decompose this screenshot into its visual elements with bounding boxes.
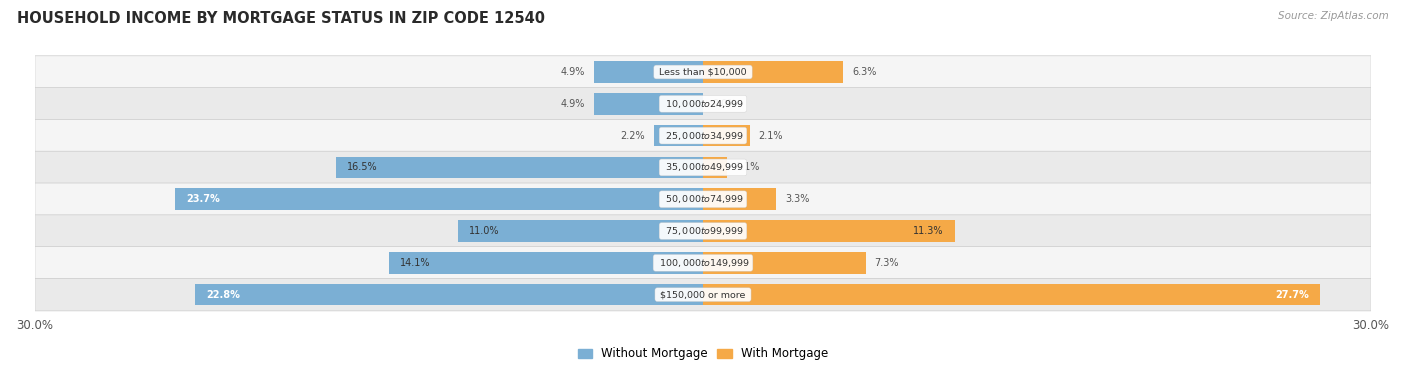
- Bar: [703, 61, 844, 83]
- Bar: [703, 220, 955, 242]
- Bar: [703, 125, 749, 146]
- Text: 11.3%: 11.3%: [912, 226, 943, 236]
- Bar: [593, 61, 703, 83]
- Bar: [593, 93, 703, 115]
- Bar: [703, 188, 776, 210]
- Bar: [703, 284, 1320, 305]
- Text: 11.0%: 11.0%: [470, 226, 499, 236]
- FancyBboxPatch shape: [35, 215, 1371, 247]
- FancyBboxPatch shape: [35, 119, 1371, 152]
- Text: 23.7%: 23.7%: [187, 194, 221, 204]
- Text: 7.3%: 7.3%: [875, 258, 898, 268]
- Bar: [389, 252, 703, 274]
- Bar: [176, 188, 703, 210]
- FancyBboxPatch shape: [35, 279, 1371, 311]
- Text: 1.1%: 1.1%: [737, 163, 761, 172]
- Text: $10,000 to $24,999: $10,000 to $24,999: [662, 98, 744, 110]
- FancyBboxPatch shape: [35, 56, 1371, 88]
- Text: $150,000 or more: $150,000 or more: [658, 290, 748, 299]
- Text: $50,000 to $74,999: $50,000 to $74,999: [662, 193, 744, 205]
- Bar: [336, 156, 703, 178]
- FancyBboxPatch shape: [35, 151, 1371, 184]
- Text: 2.2%: 2.2%: [620, 131, 645, 141]
- FancyBboxPatch shape: [35, 183, 1371, 215]
- Text: 6.3%: 6.3%: [852, 67, 876, 77]
- FancyBboxPatch shape: [35, 88, 1371, 120]
- Text: $35,000 to $49,999: $35,000 to $49,999: [662, 161, 744, 174]
- Text: 0.0%: 0.0%: [711, 99, 737, 109]
- Text: 4.9%: 4.9%: [561, 99, 585, 109]
- Bar: [654, 125, 703, 146]
- Bar: [195, 284, 703, 305]
- FancyBboxPatch shape: [35, 246, 1371, 279]
- Text: 27.7%: 27.7%: [1275, 290, 1309, 300]
- Text: 14.1%: 14.1%: [401, 258, 430, 268]
- Text: $25,000 to $34,999: $25,000 to $34,999: [662, 130, 744, 142]
- Text: 16.5%: 16.5%: [347, 163, 377, 172]
- Text: 22.8%: 22.8%: [207, 290, 240, 300]
- Text: $100,000 to $149,999: $100,000 to $149,999: [655, 257, 751, 269]
- Bar: [703, 156, 727, 178]
- Text: HOUSEHOLD INCOME BY MORTGAGE STATUS IN ZIP CODE 12540: HOUSEHOLD INCOME BY MORTGAGE STATUS IN Z…: [17, 11, 546, 26]
- Legend: Without Mortgage, With Mortgage: Without Mortgage, With Mortgage: [574, 343, 832, 365]
- Text: 4.9%: 4.9%: [561, 67, 585, 77]
- Bar: [458, 220, 703, 242]
- Bar: [703, 252, 866, 274]
- Text: Less than $10,000: Less than $10,000: [657, 68, 749, 76]
- Text: 2.1%: 2.1%: [759, 131, 783, 141]
- Text: $75,000 to $99,999: $75,000 to $99,999: [662, 225, 744, 237]
- Text: 3.3%: 3.3%: [786, 194, 810, 204]
- Text: Source: ZipAtlas.com: Source: ZipAtlas.com: [1278, 11, 1389, 21]
